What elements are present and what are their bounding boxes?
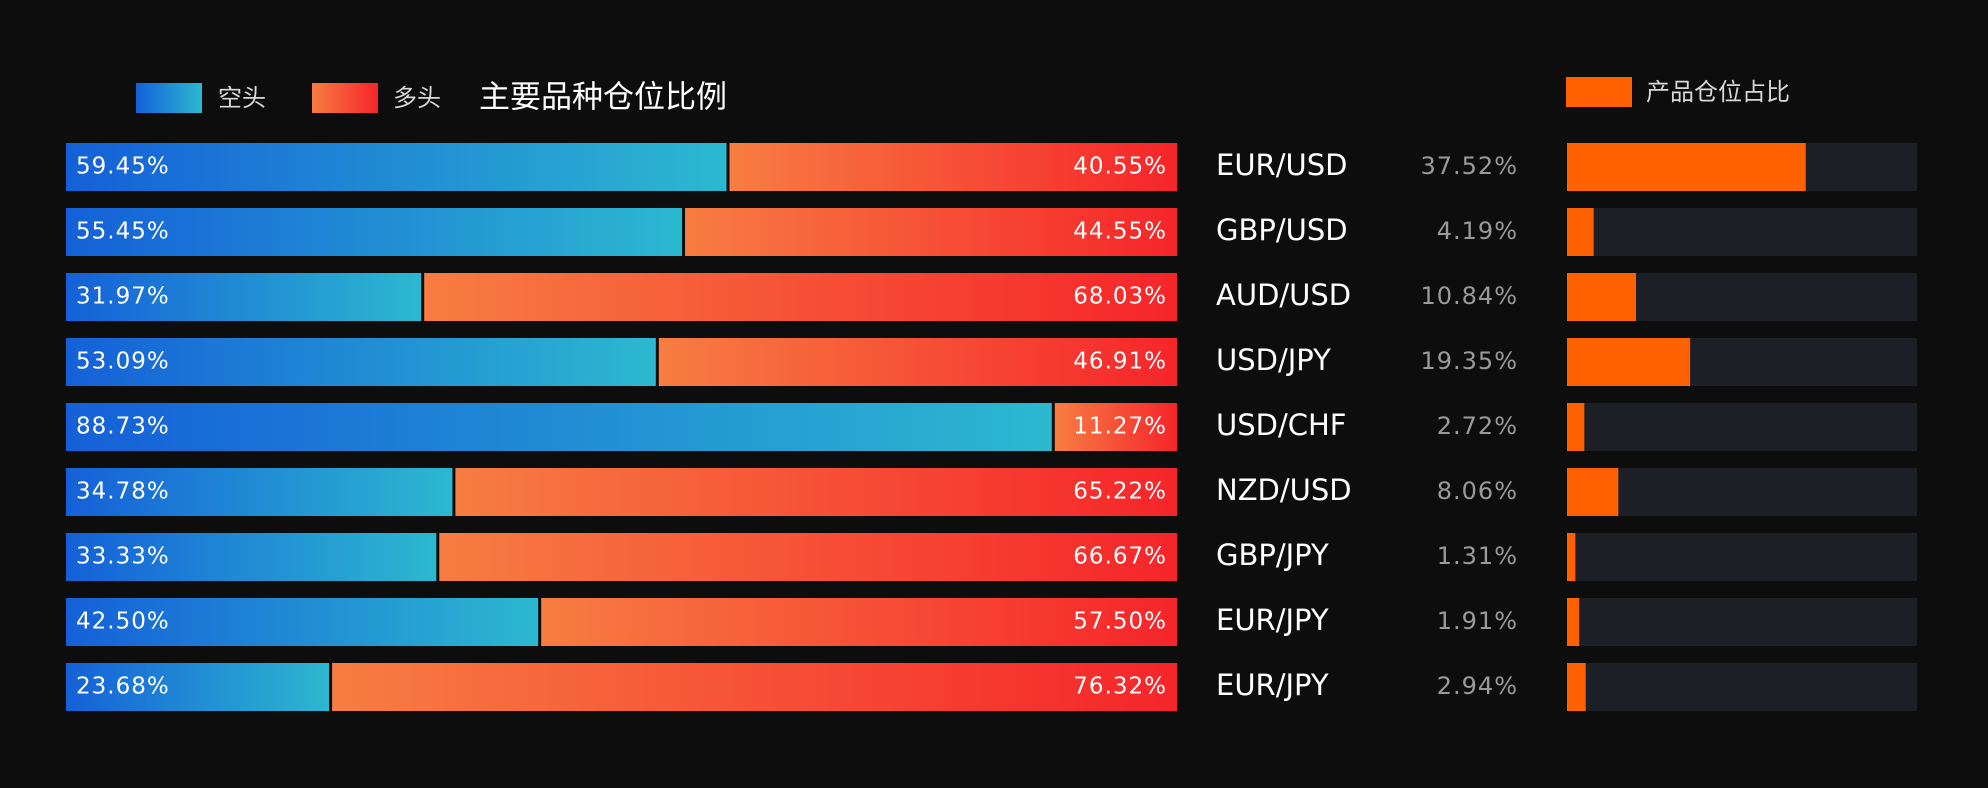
- value-label: 68.03%: [1073, 284, 1167, 310]
- chart-title: 主要品种仓位比例: [479, 80, 727, 116]
- bar-segment: [66, 208, 683, 256]
- bar-track: [1567, 663, 1917, 711]
- value-label: 1.91%: [1437, 607, 1518, 635]
- value-label: 4.19%: [1437, 217, 1518, 245]
- value-label: 55.45%: [76, 219, 170, 245]
- bar: [1567, 663, 1586, 711]
- bar-track: [1567, 208, 1917, 256]
- bar: [1567, 533, 1576, 581]
- legend-swatch: [312, 83, 378, 113]
- bar-segment: [658, 338, 1177, 386]
- bar-segment: [685, 208, 1177, 256]
- bar: [1567, 598, 1580, 646]
- value-label: 57.50%: [1073, 609, 1167, 635]
- bar-segment: [729, 143, 1177, 191]
- category-label: EUR/USD: [1216, 148, 1347, 182]
- value-label: 40.55%: [1073, 154, 1167, 180]
- bar-segment: [455, 468, 1178, 516]
- value-label: 2.94%: [1437, 672, 1518, 700]
- value-label: 37.52%: [1420, 152, 1518, 180]
- value-label: 19.35%: [1420, 347, 1518, 375]
- bar-segment: [439, 533, 1178, 581]
- bar-track: [1567, 468, 1917, 516]
- bar: [1567, 468, 1619, 516]
- bar-segment: [66, 403, 1052, 451]
- value-label: 2.72%: [1437, 412, 1518, 440]
- value-label: 44.55%: [1073, 219, 1167, 245]
- value-label: 34.78%: [76, 479, 170, 505]
- value-label: 53.09%: [76, 349, 170, 375]
- bar: [1567, 273, 1636, 321]
- bar: [1567, 208, 1594, 256]
- value-label: 65.22%: [1073, 479, 1167, 505]
- value-label: 59.45%: [76, 154, 170, 180]
- bar-segment: [66, 663, 330, 711]
- bar-track: [1567, 533, 1917, 581]
- bar-segment: [66, 533, 437, 581]
- value-label: 31.97%: [76, 284, 170, 310]
- category-label: GBP/JPY: [1216, 538, 1329, 572]
- bar-track: [1567, 598, 1917, 646]
- bar-segment: [1054, 403, 1177, 451]
- legend-swatch: [1566, 77, 1632, 107]
- category-label: USD/JPY: [1216, 343, 1331, 377]
- bar-track: [1567, 403, 1917, 451]
- bar-segment: [66, 338, 656, 386]
- category-label: EUR/JPY: [1216, 603, 1329, 637]
- value-label: 42.50%: [76, 609, 170, 635]
- legend-label: 多头: [393, 84, 441, 112]
- value-label: 66.67%: [1073, 544, 1167, 570]
- value-label: 11.27%: [1073, 414, 1167, 440]
- value-label: 76.32%: [1073, 674, 1167, 700]
- bar-segment: [424, 273, 1177, 321]
- value-label: 88.73%: [76, 414, 170, 440]
- value-label: 46.91%: [1073, 349, 1167, 375]
- value-label: 23.68%: [76, 674, 170, 700]
- bar: [1567, 338, 1691, 386]
- value-label: 1.31%: [1437, 542, 1518, 570]
- legend-label: 空头: [218, 84, 266, 112]
- bar-segment: [66, 143, 727, 191]
- category-label: AUD/USD: [1216, 278, 1351, 312]
- bar-segment: [541, 598, 1177, 646]
- category-label: NZD/USD: [1216, 473, 1352, 507]
- value-label: 10.84%: [1420, 282, 1518, 310]
- value-label: 33.33%: [76, 544, 170, 570]
- legend-label: 产品仓位占比: [1646, 78, 1790, 106]
- category-label: EUR/JPY: [1216, 668, 1329, 702]
- category-label: USD/CHF: [1216, 408, 1346, 442]
- category-label: GBP/USD: [1216, 213, 1348, 247]
- bar-segment: [66, 468, 453, 516]
- bar: [1567, 143, 1806, 191]
- value-label: 8.06%: [1437, 477, 1518, 505]
- bar-segment: [332, 663, 1177, 711]
- bar: [1567, 403, 1585, 451]
- legend-swatch: [136, 83, 202, 113]
- bar-segment: [66, 598, 539, 646]
- bar-segment: [66, 273, 422, 321]
